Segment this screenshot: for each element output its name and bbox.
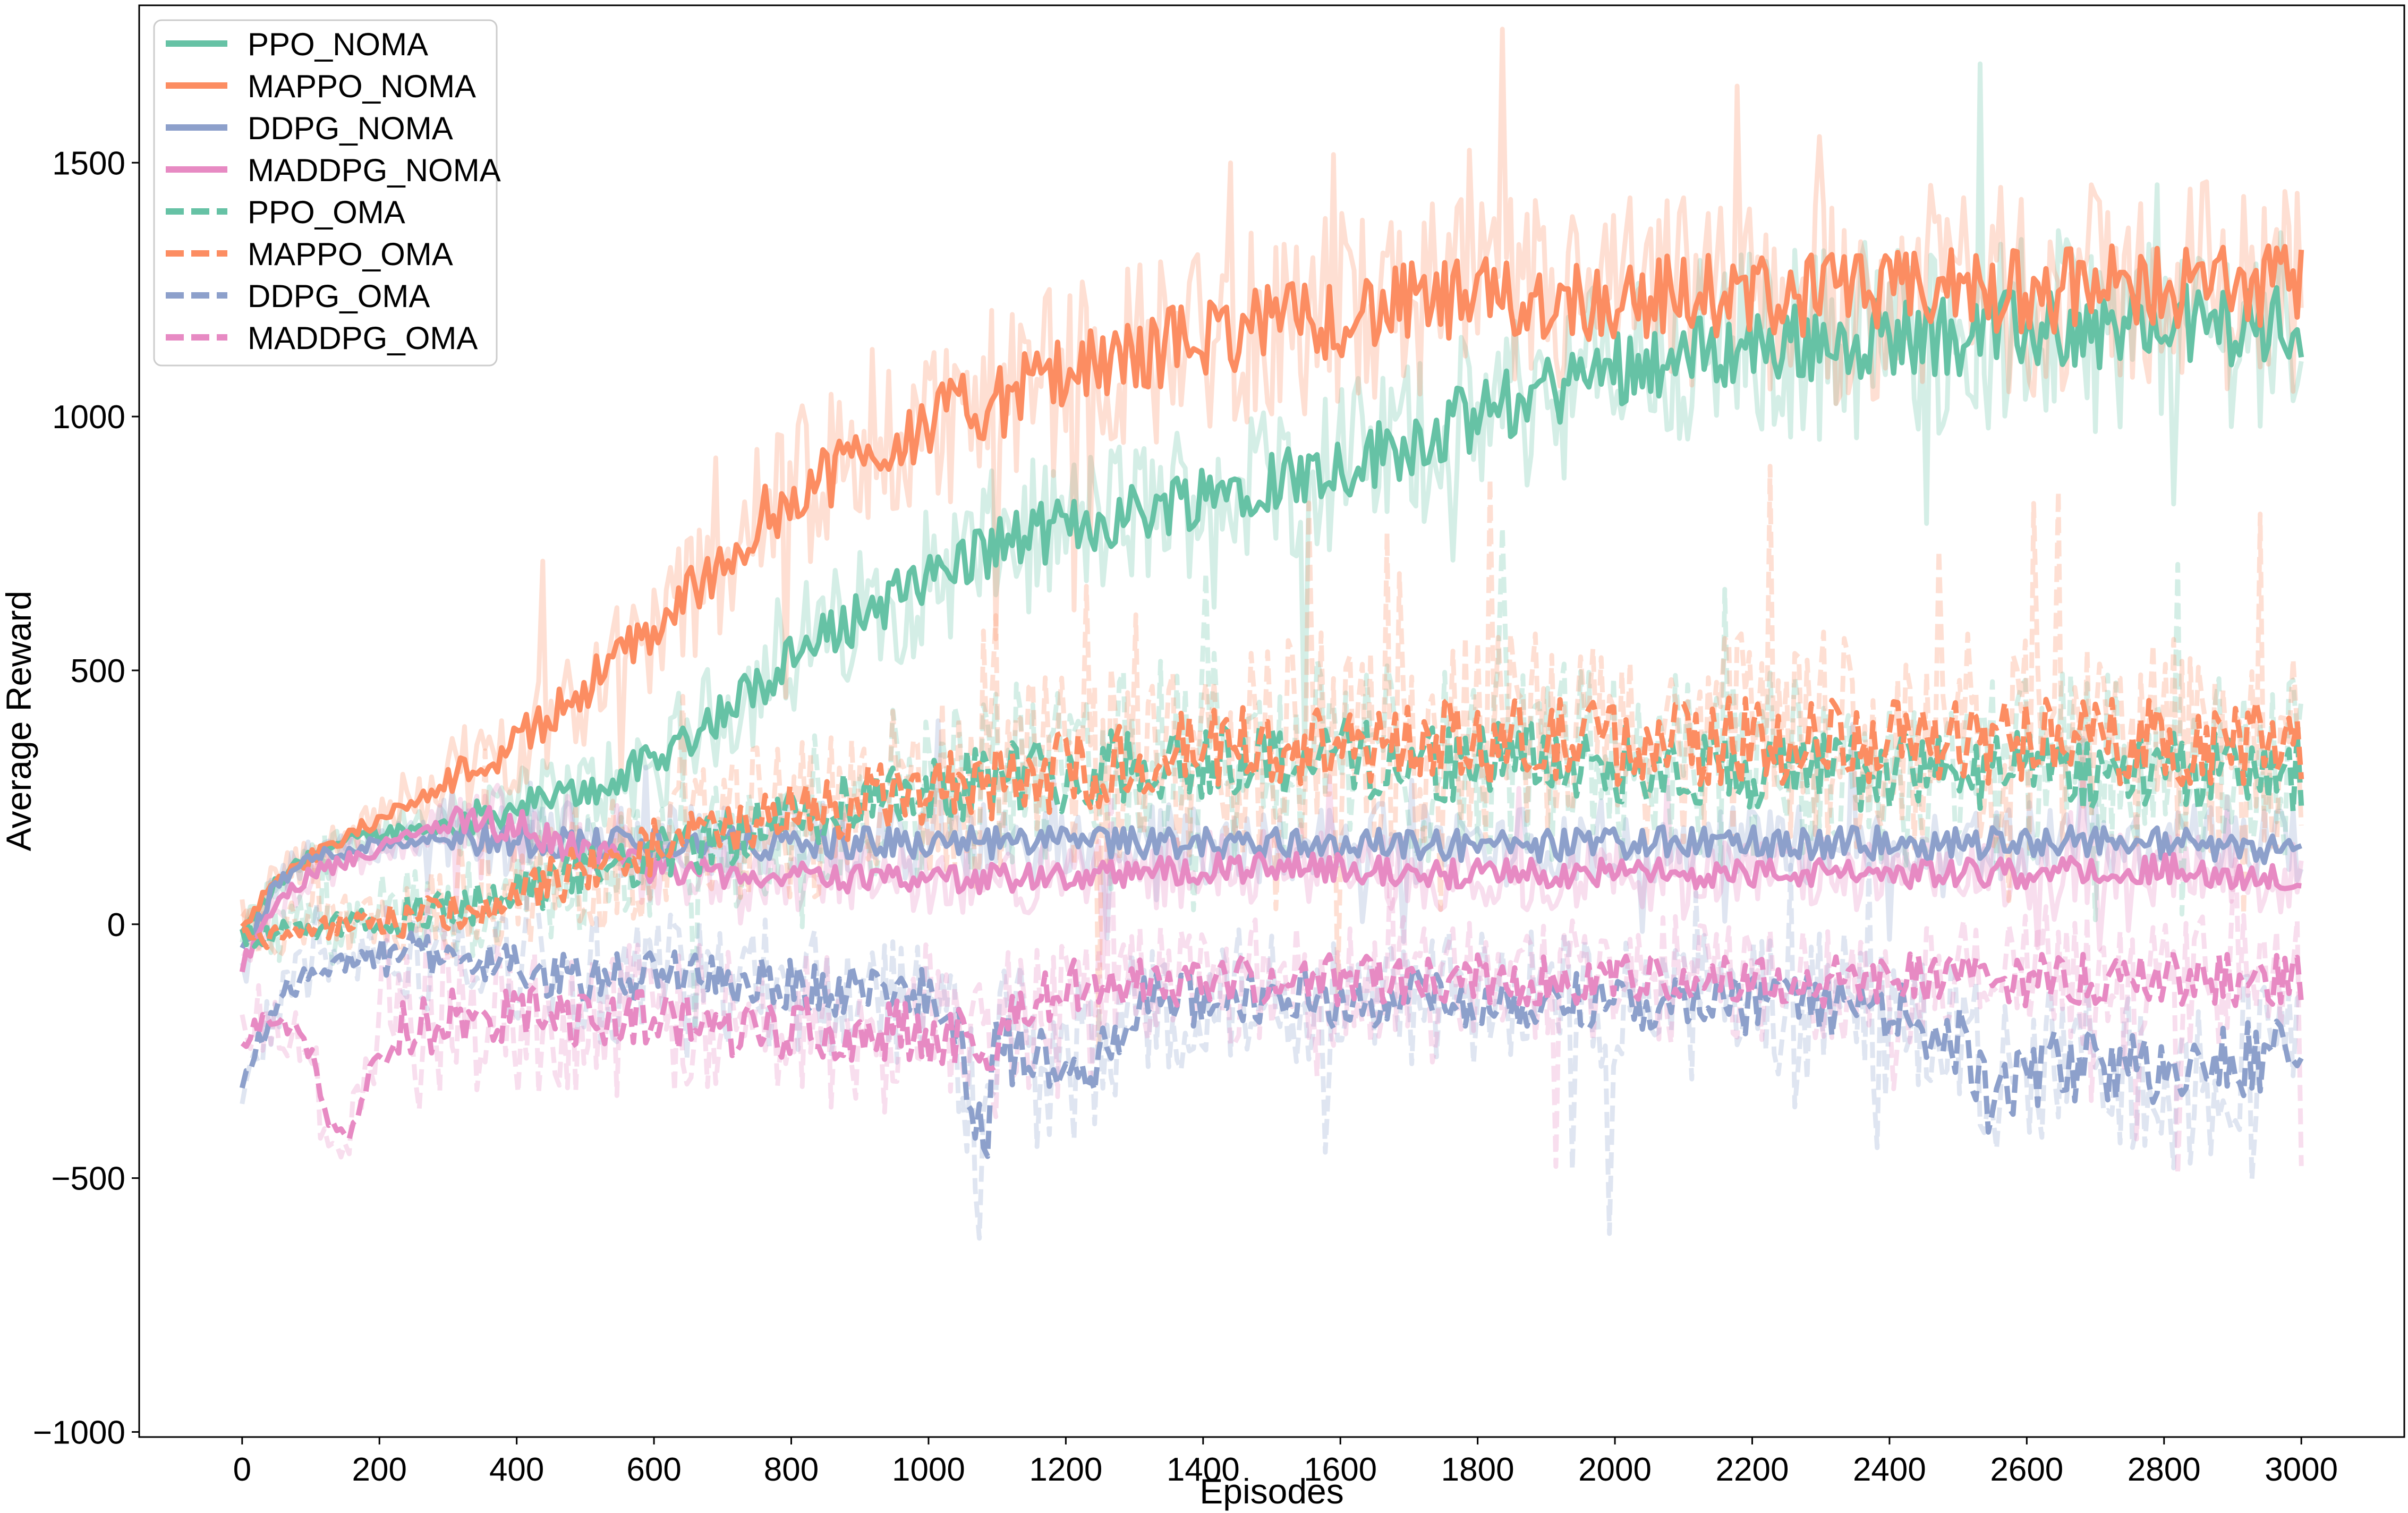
x-tick-label: 2800 bbox=[2128, 1451, 2201, 1488]
x-tick-label: 600 bbox=[626, 1451, 681, 1488]
y-axis: −1000 −500 0 500 1000 1500 bbox=[33, 145, 139, 1451]
raw-trace-mappo-noma bbox=[240, 27, 2304, 937]
y-tick-label: −1000 bbox=[33, 1414, 125, 1451]
series-line-ppo-noma bbox=[240, 283, 2304, 934]
y-tick-label: 0 bbox=[107, 907, 125, 944]
legend-label: MAPPO_OMA bbox=[248, 236, 453, 272]
series-line-ppo-oma bbox=[239, 715, 2304, 949]
x-tick-label: 1400 bbox=[1167, 1451, 1240, 1488]
legend: PPO_NOMA MAPPO_NOMA DDPG_NOMA MADDPG_NOMA PP… bbox=[153, 19, 501, 367]
y-tick-label: 500 bbox=[71, 653, 125, 690]
raw-trace-maddpg-oma bbox=[240, 781, 2304, 1177]
x-tick-label: 1000 bbox=[892, 1451, 965, 1488]
legend-label: PPO_OMA bbox=[248, 194, 405, 230]
series-line-mappo-oma bbox=[241, 695, 2304, 950]
x-tick-label: 2400 bbox=[1853, 1451, 1926, 1488]
x-tick-label: 200 bbox=[352, 1451, 407, 1488]
y-tick-label: −500 bbox=[51, 1161, 125, 1197]
x-tick-label: 2000 bbox=[1578, 1451, 1652, 1488]
legend-label: PPO_NOMA bbox=[248, 27, 428, 62]
series-line-maddpg-oma bbox=[240, 951, 2304, 1142]
raw-trace-ddpg-oma bbox=[240, 780, 2303, 1241]
legend-label: DDPG_NOMA bbox=[248, 110, 453, 146]
x-tick-label: 1800 bbox=[1441, 1451, 1514, 1488]
legend-box bbox=[153, 19, 498, 367]
legend-label: MADDPG_OMA bbox=[248, 320, 478, 356]
series-line-mappo-noma bbox=[240, 243, 2304, 929]
legend-label: DDPG_OMA bbox=[248, 278, 430, 314]
y-axis-label: Average Reward bbox=[0, 591, 38, 851]
series-line-maddpg-noma bbox=[239, 805, 2302, 973]
legend-label: MAPPO_NOMA bbox=[248, 69, 476, 104]
x-tick-label: 400 bbox=[489, 1451, 544, 1488]
x-axis: 0 200 400 600 800 1000 1200 1400 1600 1800 2000 220… bbox=[233, 1437, 2338, 1488]
x-tick-label: 2600 bbox=[1990, 1451, 2063, 1488]
series-lines bbox=[239, 243, 2304, 1159]
x-tick-label: 3000 bbox=[2265, 1451, 2338, 1488]
x-tick-label: 0 bbox=[233, 1451, 251, 1488]
y-tick-label: 1000 bbox=[52, 399, 125, 436]
series-line-ddpg-oma bbox=[239, 930, 2304, 1159]
x-tick-label: 1600 bbox=[1304, 1451, 1377, 1488]
x-axis-label: Episodes bbox=[1199, 1472, 1344, 1511]
x-tick-label: 2200 bbox=[1716, 1451, 1789, 1488]
x-tick-label: 800 bbox=[764, 1451, 819, 1488]
x-tick-label: 1200 bbox=[1029, 1451, 1102, 1488]
legend-label: MADDPG_NOMA bbox=[248, 152, 501, 188]
y-tick-label: 1500 bbox=[52, 145, 125, 182]
